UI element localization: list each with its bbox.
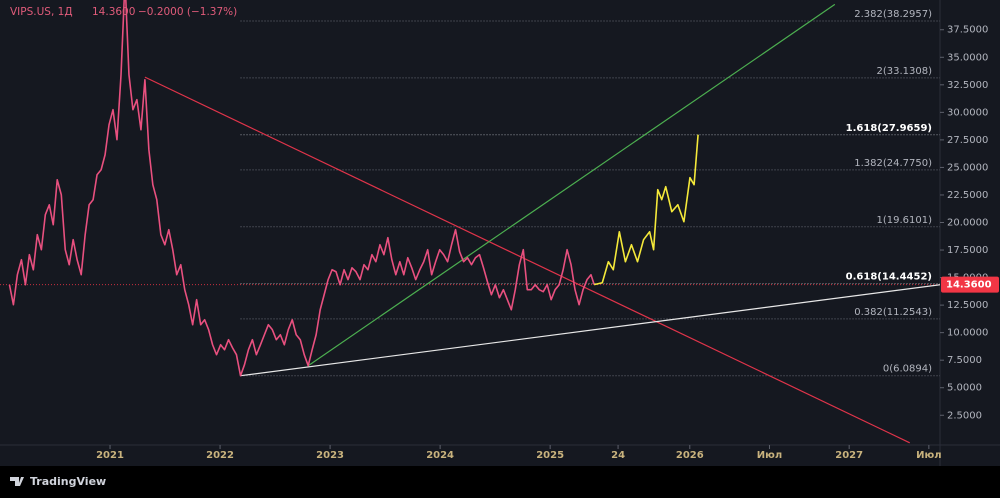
fib-label: 1(19.6101) — [876, 215, 932, 226]
plot-area: 2.382(38.2957) 2(33.1308) 1.618(27.9659) 1.… — [0, 0, 940, 444]
x-tick-label: 2023 — [316, 450, 344, 461]
y-tick-label: 27.5000 — [947, 135, 988, 146]
x-tick-label: 2022 — [206, 450, 234, 461]
last-price-label: 14.3600 — [946, 280, 992, 291]
fib-label: 0.382(11.2543) — [854, 307, 932, 318]
price-line — [8, 0, 595, 377]
y-tick-label: 5.0000 — [947, 383, 982, 394]
logo-icon — [10, 477, 24, 486]
fib-label: 2(33.1308) — [876, 66, 932, 77]
chart-background — [0, 0, 1000, 466]
symbol: VIPS.US, 1Д — [10, 6, 73, 18]
axes: 2.50005.00007.500010.000012.500015.00001… — [96, 25, 999, 461]
x-tick-label: 2024 — [426, 450, 454, 461]
fib-label: 1.382(24.7750) — [854, 158, 932, 169]
y-tick-label: 37.5000 — [947, 25, 988, 36]
fib-label: 0.618(14.4452) — [846, 272, 932, 283]
x-tick-label: 2025 — [536, 450, 564, 461]
fib-label: 2.382(38.2957) — [854, 9, 932, 20]
y-tick-label: 30.0000 — [947, 107, 988, 118]
trend-line — [240, 284, 940, 377]
fib-label: 0(6.0894) — [883, 364, 932, 375]
y-tick-label: 32.5000 — [947, 80, 988, 91]
y-tick-label: 22.5000 — [947, 190, 988, 201]
price-line — [593, 134, 699, 286]
footer-bar — [0, 466, 1000, 498]
fib-label: 1.618(27.9659) — [846, 123, 932, 134]
x-tick-label: Июл — [916, 450, 941, 461]
x-tick-label: 2026 — [676, 450, 704, 461]
trend-line — [144, 76, 910, 444]
logo-text: TradingView — [30, 475, 106, 488]
y-tick-label: 25.0000 — [947, 162, 988, 173]
x-tick-label: Июл — [757, 450, 782, 461]
y-tick-label: 12.5000 — [947, 300, 988, 311]
x-tick-label: 2027 — [835, 450, 863, 461]
y-tick-label: 2.5000 — [947, 410, 982, 421]
x-tick-label: 2021 — [96, 450, 124, 461]
y-tick-label: 17.5000 — [947, 245, 988, 256]
header-change: −0.2000 (−1.37%) — [138, 6, 237, 18]
header-price: 14.3600 — [92, 6, 135, 18]
y-tick-label: 7.5000 — [947, 355, 982, 366]
trend-line — [307, 3, 836, 367]
y-tick-label: 10.0000 — [947, 328, 988, 339]
x-tick-label: 24 — [611, 450, 625, 461]
y-tick-label: 20.0000 — [947, 218, 988, 229]
logo[interactable]: TradingView — [10, 475, 106, 488]
last-price-badge — [941, 276, 999, 293]
y-tick-label: 35.0000 — [947, 52, 988, 63]
